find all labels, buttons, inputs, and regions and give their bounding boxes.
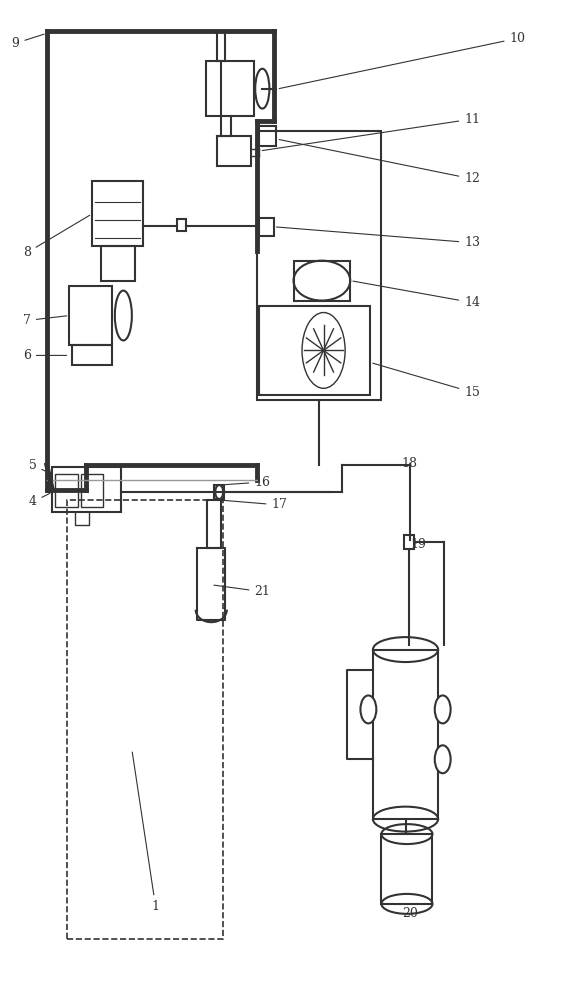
Bar (256, 131, 381, 400)
Bar (217, 136, 251, 166)
Bar (214, 485, 225, 499)
Text: 21: 21 (214, 585, 270, 598)
Bar (177, 219, 186, 231)
Bar (294, 261, 350, 301)
Text: 20: 20 (402, 904, 418, 920)
Bar (72, 345, 112, 365)
Text: 12: 12 (279, 140, 480, 185)
Text: 10: 10 (279, 32, 526, 89)
Circle shape (360, 695, 376, 723)
Text: 16: 16 (222, 476, 270, 489)
Text: 19: 19 (410, 538, 426, 551)
Text: 17: 17 (222, 498, 287, 511)
Text: 14: 14 (353, 281, 480, 309)
Text: 13: 13 (276, 227, 480, 249)
Circle shape (435, 745, 451, 773)
Text: 6: 6 (23, 349, 67, 362)
Bar (373, 650, 438, 819)
Text: 4: 4 (28, 493, 50, 508)
Bar (259, 126, 276, 146)
Text: 8: 8 (23, 215, 89, 259)
Text: 11: 11 (262, 113, 480, 151)
Text: 9: 9 (11, 34, 44, 50)
Bar (70, 286, 112, 345)
Bar (92, 181, 143, 246)
Bar (52, 467, 120, 512)
Bar (55, 474, 78, 507)
Text: 18: 18 (402, 457, 418, 470)
Bar (259, 218, 274, 236)
Bar (67, 500, 223, 939)
Text: 15: 15 (373, 363, 480, 399)
Text: 1: 1 (132, 752, 160, 913)
Circle shape (215, 485, 223, 499)
Bar (404, 535, 414, 549)
Bar (381, 834, 433, 904)
Bar (206, 61, 254, 116)
Text: 5: 5 (28, 459, 47, 472)
Bar (101, 246, 135, 281)
Bar (259, 306, 370, 395)
Circle shape (435, 695, 451, 723)
Bar (207, 500, 222, 548)
Text: 7: 7 (23, 314, 67, 327)
Bar (81, 474, 104, 507)
